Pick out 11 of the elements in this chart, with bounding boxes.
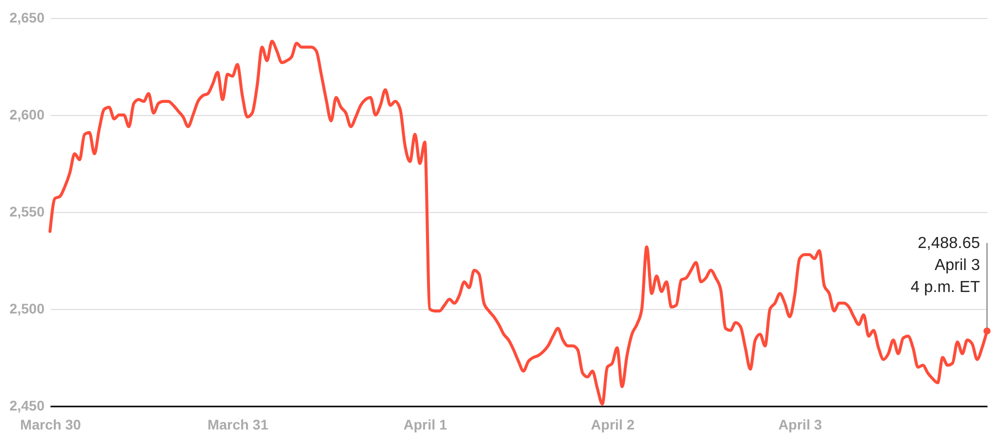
x-tick-label: April 3 [778,416,822,432]
y-tick-label: 2,450 [9,398,45,414]
y-tick-label: 2,500 [9,300,45,316]
y-tick-label: 2,650 [9,10,45,26]
y-tick-label: 2,600 [9,106,45,122]
x-tick-label: March 31 [208,416,268,432]
x-tick-label: April 2 [590,416,635,432]
x-tick-label: March 30 [20,416,82,432]
annotation: 2,488.65 April 3 4 p.m. ET [910,235,980,296]
x-tick-label: April 1 [404,416,448,432]
y-tick-label: 2,550 [9,204,45,220]
